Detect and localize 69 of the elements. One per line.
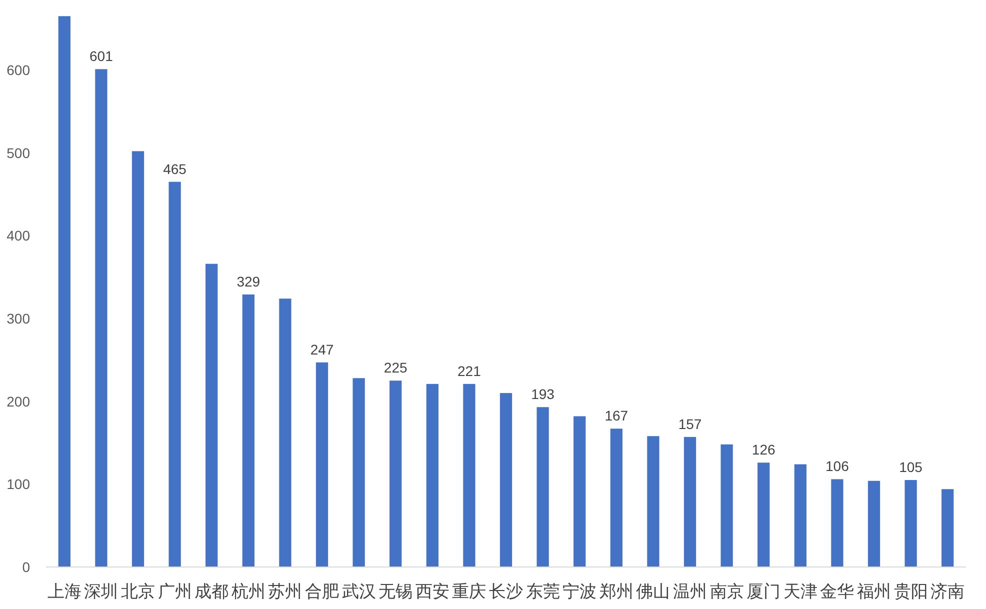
bar: [758, 462, 770, 567]
x-tick-label: 福州: [857, 582, 891, 601]
x-tick-label: 苏州: [268, 582, 302, 601]
data-label: 126: [752, 442, 776, 458]
bar: [647, 436, 660, 567]
x-tick-label: 成都: [194, 582, 229, 601]
bar: [279, 298, 292, 567]
y-tick-label: 300: [6, 310, 30, 326]
bar: [206, 264, 218, 567]
data-label: 221: [458, 362, 482, 379]
data-label: 329: [236, 273, 260, 290]
bar: [720, 444, 733, 567]
bar: [574, 416, 586, 567]
bar: [58, 16, 70, 567]
bar: [868, 480, 880, 567]
data-label: 157: [678, 416, 702, 432]
x-tick-label: 上海: [47, 582, 82, 601]
bar: [831, 479, 844, 567]
bar: [390, 380, 402, 567]
x-tick-label: 济南: [930, 582, 965, 601]
x-tick-label: 贵阳: [894, 582, 928, 601]
x-tick-label: 东莞: [526, 582, 560, 601]
x-tick-label: 西安: [415, 582, 450, 601]
bar: [132, 151, 144, 567]
x-tick-label: 武汉: [342, 582, 376, 601]
x-tick-label: 广州: [158, 582, 192, 601]
data-label: 106: [826, 458, 850, 474]
bar: [942, 489, 954, 567]
bar: [904, 480, 917, 567]
y-tick-label: 400: [6, 228, 30, 244]
data-label: 601: [90, 48, 114, 64]
x-tick-label: 金华: [820, 582, 854, 601]
bar: [463, 384, 476, 567]
y-tick-label: 200: [6, 393, 30, 410]
bar: [500, 393, 512, 567]
x-tick-label: 杭州: [230, 582, 266, 601]
bar: [316, 362, 328, 567]
x-tick-label: 天津: [783, 582, 818, 601]
bar: [610, 428, 622, 567]
x-tick-label: 无锡: [378, 582, 413, 601]
x-tick-label: 合肥: [305, 582, 339, 601]
bar: [352, 378, 365, 567]
x-tick-label: 北京: [121, 582, 155, 601]
y-tick-label: 500: [6, 144, 30, 161]
y-tick-label: 0: [22, 559, 30, 575]
x-tick-label: 温州: [673, 582, 707, 601]
y-tick-label: 100: [6, 476, 30, 492]
x-tick-label: 长沙: [489, 582, 523, 601]
x-tick-label: 厦门: [746, 582, 781, 601]
bar: [426, 384, 438, 567]
y-tick-label: 600: [6, 62, 30, 78]
x-tick-label: 重庆: [452, 582, 486, 601]
data-label: 465: [163, 160, 187, 177]
x-tick-label: 深圳: [84, 582, 118, 601]
data-label: 105: [899, 459, 923, 476]
x-tick-label: 宁波: [562, 582, 597, 601]
x-tick-label: 南京: [710, 582, 744, 601]
data-label: 167: [604, 408, 628, 424]
x-tick-label: 佛山: [636, 582, 670, 601]
data-label: 193: [531, 386, 555, 402]
bar: [168, 182, 181, 567]
bar: [536, 407, 549, 567]
data-label: 247: [310, 341, 334, 358]
bar: [95, 69, 108, 567]
x-tick-label: 郑州: [599, 582, 634, 601]
bar: [684, 436, 696, 567]
data-label: 225: [384, 360, 408, 376]
bar: [794, 464, 806, 567]
bar: [242, 294, 254, 567]
